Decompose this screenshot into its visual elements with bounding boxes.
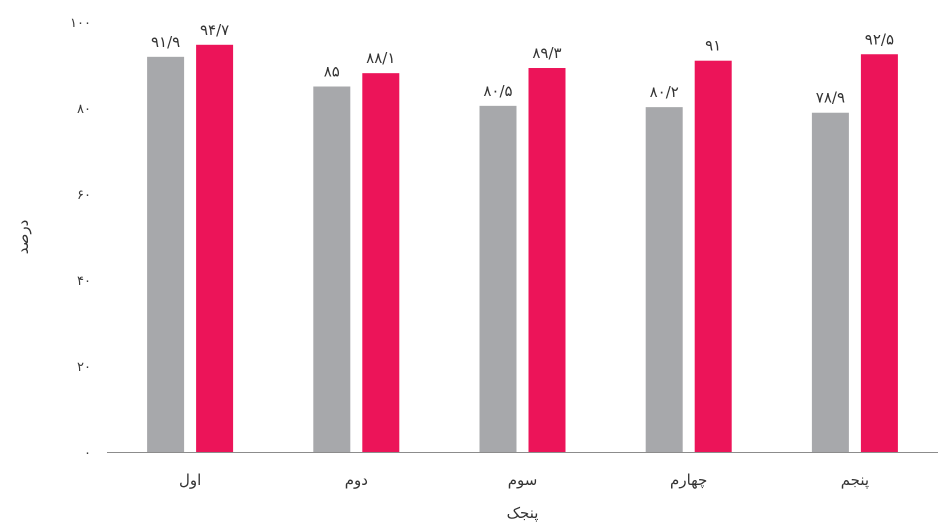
bar (313, 86, 351, 452)
x-tick-label: اول (179, 471, 201, 489)
data-label: ۹۴/۷ (200, 21, 229, 39)
bar (147, 56, 185, 453)
y-tick-label: ۱۰۰ (70, 16, 91, 31)
data-label: ۸۵ (324, 63, 340, 81)
data-label: ۸۰/۵ (483, 82, 512, 100)
data-label: ۹۲/۵ (865, 30, 894, 48)
bar (528, 68, 566, 452)
y-tick-label: ۴۰ (77, 274, 91, 289)
y-axis: ۰ ۲۰ ۴۰ ۶۰ ۸۰ ۱۰۰ (70, 16, 91, 461)
y-tick-label: ۶۰ (77, 188, 91, 203)
bars: ۹۱/۹ ۹۴/۷ ۸۵ ۸۸/۱ ۸۰/۵ ۸۹/۳ ۸۰/۲ ۹۱ ۷۸/۹ ۹۲/۵ (147, 21, 898, 453)
x-tick-label: پنجم (841, 471, 869, 490)
data-label: ۸۸/۱ (366, 49, 395, 67)
y-tick-label: ۸۰ (77, 102, 91, 117)
bar (860, 54, 898, 452)
data-label: ۷۸/۹ (816, 89, 845, 107)
bar (479, 105, 517, 452)
data-label: ۸۹/۳ (532, 44, 561, 62)
data-label: ۸۰/۲ (650, 83, 679, 101)
x-axis-title: پنجک (507, 504, 539, 523)
data-label: ۹۱ (705, 37, 721, 55)
y-tick-label: ۰ (84, 446, 91, 461)
bar (811, 112, 849, 452)
y-tick-label: ۲۰ (77, 360, 91, 375)
x-tick-label: دوم (345, 471, 368, 489)
bar (196, 44, 234, 452)
bar (362, 73, 400, 453)
x-tick-label: چهارم (670, 471, 707, 489)
x-axis: اول دوم سوم چهارم پنجم (107, 452, 938, 490)
bar (645, 107, 683, 452)
y-axis-title: درصد (14, 220, 32, 255)
x-tick-label: سوم (508, 471, 538, 489)
bar (694, 60, 732, 452)
data-label: ۹۱/۹ (151, 33, 180, 51)
